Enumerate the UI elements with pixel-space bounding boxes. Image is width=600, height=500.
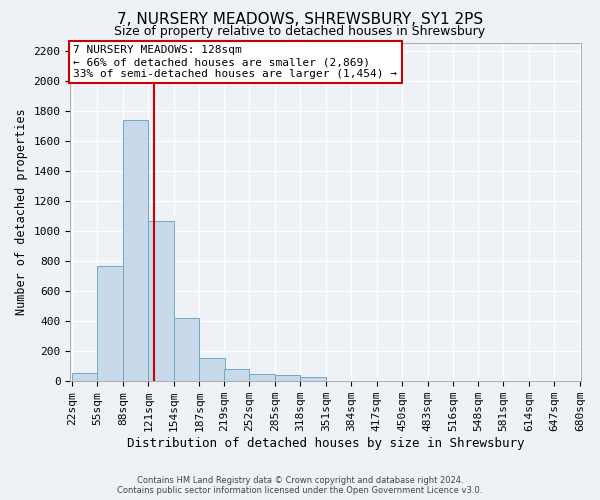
Text: Size of property relative to detached houses in Shrewsbury: Size of property relative to detached ho… xyxy=(115,25,485,38)
Text: 7, NURSERY MEADOWS, SHREWSBURY, SY1 2PS: 7, NURSERY MEADOWS, SHREWSBURY, SY1 2PS xyxy=(117,12,483,26)
Bar xyxy=(224,369,250,381)
Y-axis label: Number of detached properties: Number of detached properties xyxy=(15,108,28,315)
Bar xyxy=(97,266,123,381)
Text: 7 NURSERY MEADOWS: 128sqm
← 66% of detached houses are smaller (2,869)
33% of se: 7 NURSERY MEADOWS: 128sqm ← 66% of detac… xyxy=(73,46,397,78)
Bar xyxy=(250,374,275,381)
Bar xyxy=(301,377,326,381)
Bar xyxy=(174,318,199,381)
X-axis label: Distribution of detached houses by size in Shrewsbury: Distribution of detached houses by size … xyxy=(127,437,524,450)
Bar xyxy=(199,358,224,381)
Bar xyxy=(148,221,174,381)
Bar xyxy=(72,373,97,381)
Text: Contains HM Land Registry data © Crown copyright and database right 2024.
Contai: Contains HM Land Registry data © Crown c… xyxy=(118,476,482,495)
Bar xyxy=(123,120,148,381)
Bar xyxy=(275,375,301,381)
